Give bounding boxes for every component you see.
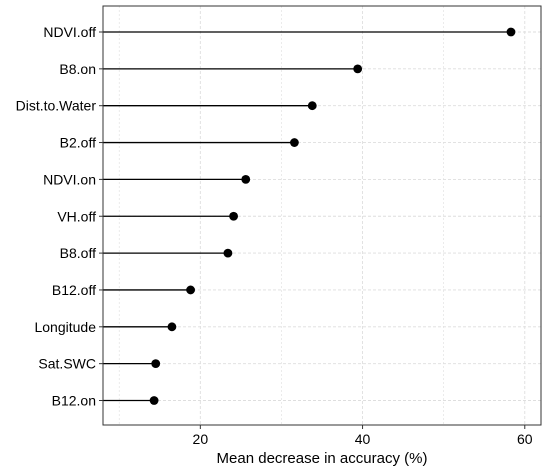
x-tick-label: 60 bbox=[517, 431, 533, 447]
data-point bbox=[149, 396, 159, 405]
data-point bbox=[167, 322, 177, 332]
y-tick-label: B12.off bbox=[52, 282, 96, 298]
x-axis-title: Mean decrease in accuracy (%) bbox=[217, 450, 428, 467]
y-tick-label: NDVI.on bbox=[43, 171, 96, 187]
y-tick-label: B8.off bbox=[60, 245, 96, 261]
y-tick-label: B8.on bbox=[59, 61, 96, 77]
data-point bbox=[290, 138, 299, 147]
y-tick-label: B2.off bbox=[60, 135, 96, 151]
stem-layer bbox=[103, 31, 511, 402]
data-point bbox=[307, 101, 317, 111]
x-tick-labels: 20 40 60 bbox=[193, 425, 533, 447]
y-tick-label: Longitude bbox=[34, 319, 96, 335]
data-point bbox=[353, 64, 363, 74]
y-tick-label: B12.on bbox=[52, 393, 96, 409]
data-point bbox=[506, 27, 516, 37]
x-tick-label: 40 bbox=[355, 431, 371, 447]
data-point bbox=[241, 175, 251, 184]
y-tick-label: VH.off bbox=[57, 208, 96, 224]
data-point bbox=[151, 359, 161, 369]
data-point bbox=[223, 248, 233, 258]
data-point bbox=[186, 285, 196, 295]
data-point bbox=[229, 211, 238, 221]
y-tick-labels: NDVI.off B8.on Dist.to.Water B2.off NDVI.on V… bbox=[16, 24, 103, 409]
y-tick-label: Dist.to.Water bbox=[16, 98, 97, 114]
panel-border bbox=[102, 5, 542, 426]
y-tick-label: Sat.SWC bbox=[38, 356, 96, 372]
point-layer bbox=[149, 27, 516, 405]
y-tick-label: NDVI.off bbox=[43, 24, 96, 40]
x-tick-label: 20 bbox=[193, 431, 209, 447]
